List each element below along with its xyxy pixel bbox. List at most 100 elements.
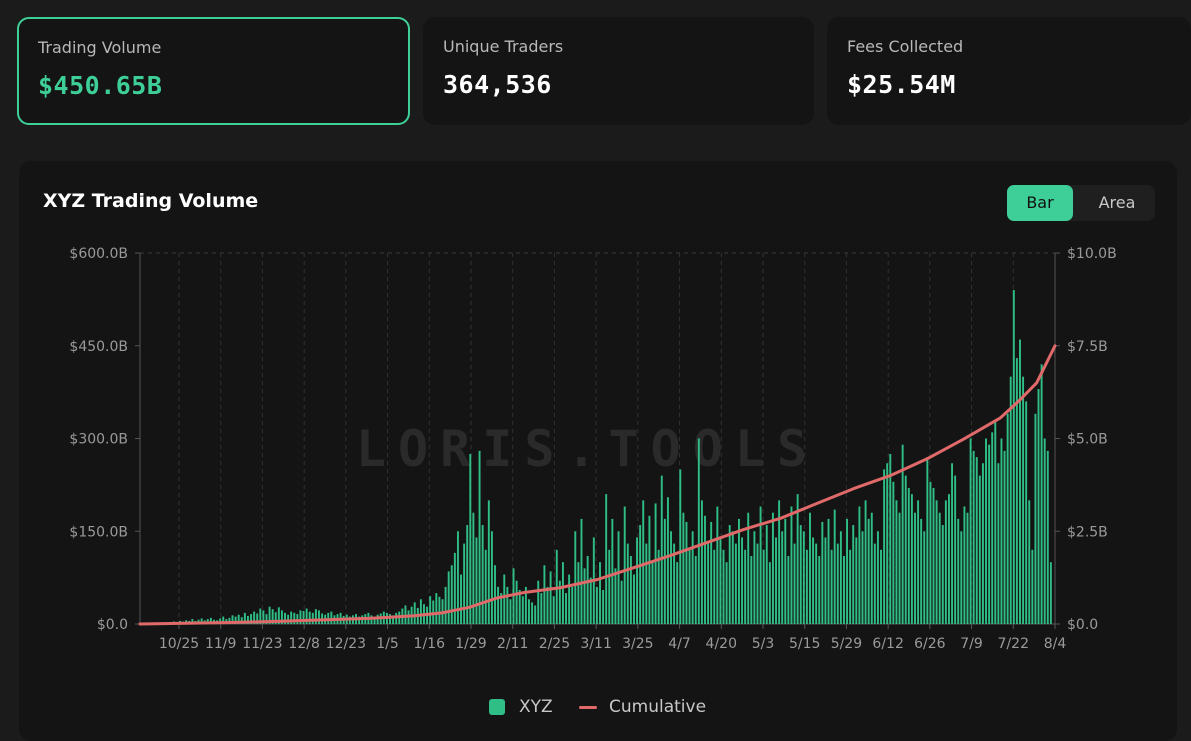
stat-card-fees-collected[interactable]: Fees Collected $25.54M	[827, 17, 1191, 125]
volume-bar	[435, 593, 438, 624]
volume-bar	[796, 494, 799, 624]
volume-bar	[617, 531, 620, 624]
volume-bar	[1006, 413, 1009, 624]
volume-bar	[997, 463, 1000, 624]
volume-bar	[676, 562, 679, 624]
stat-card-value: 364,536	[443, 70, 552, 99]
volume-bar	[253, 611, 256, 624]
stat-card-trading-volume[interactable]: Trading Volume $450.65B	[17, 17, 410, 125]
x-tick-label: 1/16	[414, 636, 446, 652]
volume-bar	[546, 586, 549, 624]
volume-bar	[561, 562, 564, 624]
volume-bar	[460, 574, 462, 624]
volume-bar	[500, 593, 503, 624]
volume-bar	[1019, 339, 1021, 624]
volume-bar	[271, 609, 274, 624]
x-tick-label: 7/9	[960, 636, 983, 652]
stat-card-value: $25.54M	[847, 70, 956, 99]
volume-bar	[901, 444, 904, 624]
legend-label-cumulative: Cumulative	[609, 697, 707, 717]
bar-toggle-button[interactable]: Bar	[1007, 185, 1073, 221]
volume-bar	[741, 537, 744, 624]
volume-bar	[1037, 389, 1040, 624]
x-tick-label: 1/29	[455, 636, 486, 652]
volume-bar	[994, 419, 997, 624]
volume-bar	[299, 610, 302, 624]
volume-bar	[836, 543, 839, 624]
volume-bar	[447, 571, 450, 624]
y-tick-label-left: $450.0B	[69, 339, 128, 355]
volume-bar	[302, 611, 305, 624]
x-tick-label: 3/11	[580, 636, 611, 652]
volume-bar	[833, 509, 836, 624]
area-toggle-button[interactable]: Area	[1098, 193, 1136, 212]
volume-bar	[972, 450, 975, 624]
volume-bar	[765, 525, 768, 624]
volume-bar	[855, 537, 858, 624]
volume-bar	[565, 593, 567, 624]
stat-card-unique-traders[interactable]: Unique Traders 364,536	[423, 17, 814, 125]
volume-bar	[880, 549, 882, 624]
volume-bar	[756, 543, 759, 624]
volume-bar	[648, 515, 651, 624]
x-tick-label: 2/25	[539, 636, 570, 652]
volume-bar	[540, 593, 543, 624]
volume-bar	[456, 531, 459, 624]
volume-bar	[305, 608, 308, 624]
y-tick-label-right: $0.0	[1067, 617, 1098, 633]
volume-bar	[469, 453, 472, 624]
volume-bar	[876, 531, 879, 624]
volume-bar	[537, 580, 540, 624]
stat-card-label: Fees Collected	[847, 37, 964, 56]
volume-bar	[490, 531, 493, 624]
volume-bar	[1015, 358, 1018, 624]
volume-bar	[432, 600, 435, 624]
volume-bar	[453, 552, 456, 624]
volume-bar	[450, 565, 453, 624]
volume-bar	[778, 500, 781, 624]
volume-bar	[296, 614, 299, 624]
x-tick-label: 10/25	[159, 636, 199, 652]
volume-bar	[975, 457, 978, 624]
volume-bar	[314, 609, 317, 624]
volume-bar	[395, 612, 398, 624]
volume-bar	[268, 606, 271, 624]
volume-bar	[722, 549, 725, 624]
volume-bar	[685, 521, 688, 624]
volume-bar	[679, 469, 682, 624]
volume-bar	[663, 518, 666, 624]
volume-bar	[1009, 376, 1012, 624]
stat-card-value: $450.65B	[38, 71, 163, 100]
x-tick-label: 11/9	[205, 636, 236, 652]
volume-bar	[917, 500, 920, 624]
volume-bar	[419, 599, 422, 624]
volume-bar	[747, 512, 750, 624]
volume-bar	[790, 506, 793, 624]
volume-bar	[222, 616, 225, 624]
volume-bar	[951, 463, 954, 624]
volume-bar	[889, 453, 892, 624]
volume-bar	[728, 525, 731, 624]
volume-bar	[731, 531, 734, 624]
volume-bar	[858, 506, 861, 624]
volume-bar	[910, 494, 913, 624]
volume-bar	[531, 602, 534, 624]
volume-bar	[524, 586, 527, 624]
volume-bar	[846, 518, 849, 624]
volume-bar	[978, 475, 981, 624]
volume-bar	[935, 500, 938, 624]
volume-bar	[472, 512, 475, 624]
cumulative-line	[138, 344, 1057, 626]
x-tick-label: 5/15	[789, 636, 820, 652]
volume-bar	[957, 518, 960, 624]
volume-bar	[487, 500, 490, 624]
volume-bar	[799, 525, 802, 624]
volume-bar	[775, 537, 777, 624]
y-tick-label-right: $10.0B	[1067, 246, 1117, 262]
x-tick-label: 1/5	[376, 636, 399, 652]
chart-type-toggle: Bar Area	[1007, 185, 1155, 221]
x-tick-label: 12/8	[288, 636, 319, 652]
volume-bar	[1031, 549, 1034, 624]
stat-card-label: Trading Volume	[38, 38, 162, 57]
volume-bar	[528, 599, 530, 624]
